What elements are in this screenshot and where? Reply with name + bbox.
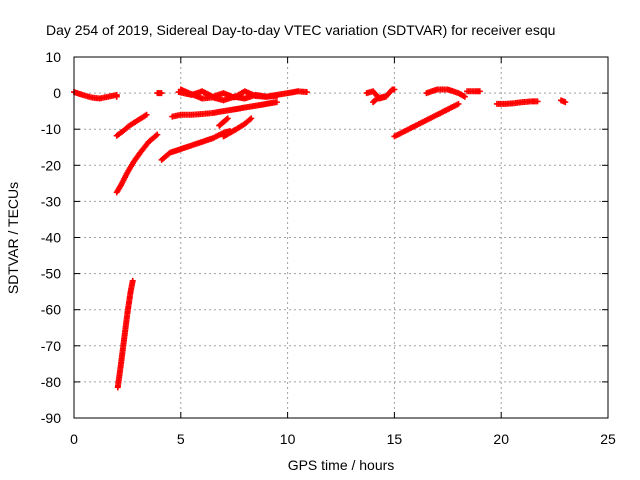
data-point-marker: [461, 93, 468, 100]
data-point-marker: [129, 277, 136, 284]
data-point-marker: [113, 93, 120, 100]
plot-frame: [73, 56, 609, 419]
tick-labels: 0 5 10 15 20 25 10 0 -10 -20 -30 -40 -50 -60 -70 -80 -90: [41, 49, 616, 447]
y-tick-label: -70: [41, 338, 61, 354]
data-point-marker: [380, 93, 387, 100]
x-tick-label: 25: [600, 431, 616, 447]
y-tick-label: 10: [45, 49, 61, 65]
data-point-marker: [248, 115, 255, 122]
y-tick-label: 0: [53, 85, 61, 101]
x-tick-label: 0: [70, 431, 78, 447]
y-tick-label: -90: [41, 410, 61, 426]
data-point-marker: [534, 98, 541, 105]
data-point-marker: [154, 131, 161, 138]
data-point-marker: [158, 90, 165, 97]
x-tick-label: 10: [280, 431, 296, 447]
grid-lines: [74, 57, 608, 418]
data-points: [71, 86, 569, 391]
y-tick-label: -60: [41, 302, 61, 318]
data-point-marker: [273, 92, 280, 99]
x-axis-label: GPS time / hours: [288, 457, 395, 473]
data-point-marker: [562, 99, 569, 106]
y-tick-label: -10: [41, 121, 61, 137]
x-tick-label: 5: [177, 431, 185, 447]
data-point-marker: [391, 86, 398, 93]
y-axis-label: SDTVAR / TECUs: [5, 182, 21, 294]
data-point-marker: [455, 100, 462, 107]
data-point-marker: [303, 89, 310, 96]
data-point-marker: [273, 99, 280, 106]
y-tick-label: -40: [41, 230, 61, 246]
y-tick-label: -80: [41, 374, 61, 390]
y-tick-label: -30: [41, 193, 61, 209]
data-point-marker: [224, 115, 231, 122]
data-point-marker: [143, 111, 150, 118]
y-tick-label: -20: [41, 157, 61, 173]
data-point-marker: [223, 116, 230, 123]
data-point-marker: [476, 88, 483, 95]
chart-title: Day 254 of 2019, Sidereal Day-to-day VTE…: [46, 22, 555, 38]
x-tick-label: 20: [493, 431, 509, 447]
x-tick-label: 15: [387, 431, 403, 447]
y-tick-label: -50: [41, 266, 61, 282]
